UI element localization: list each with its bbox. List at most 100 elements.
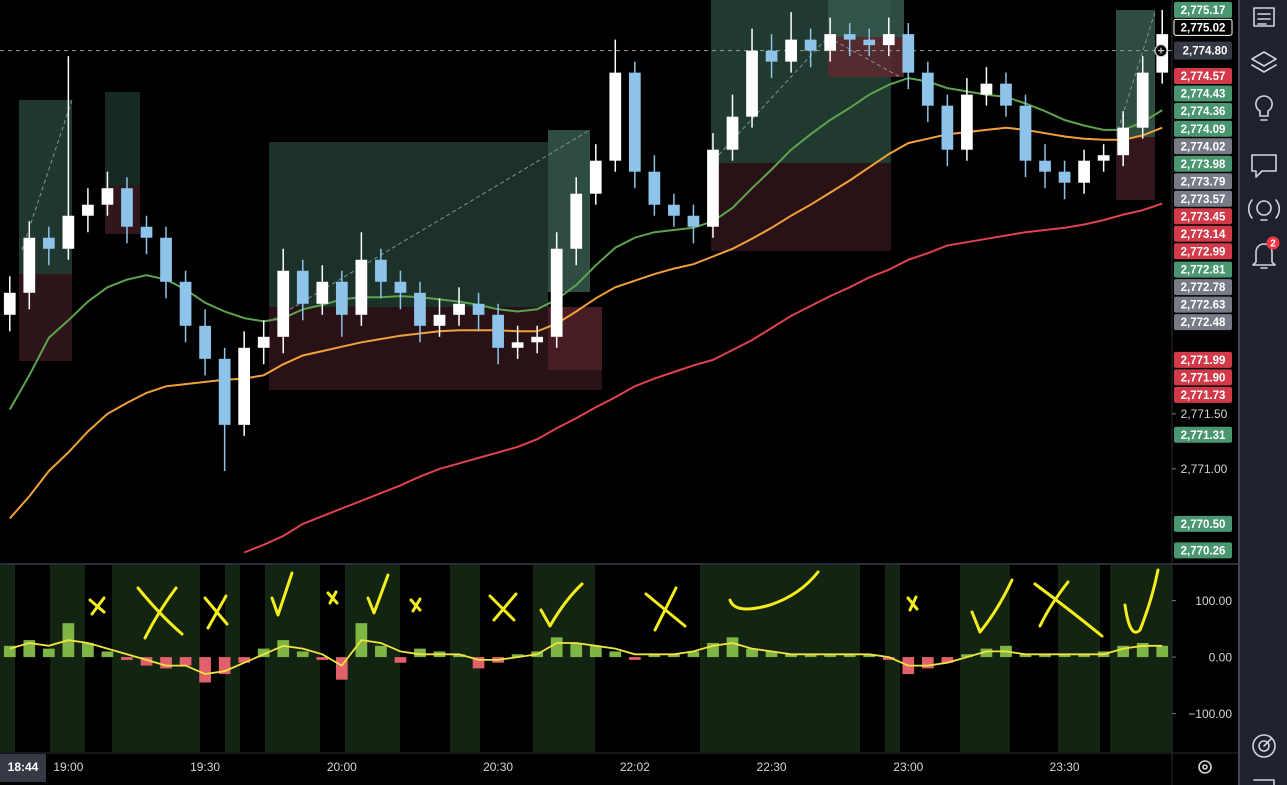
candle-body [42, 237, 55, 249]
candle-body [648, 171, 661, 205]
histogram-bar [140, 657, 153, 666]
price-tag [1174, 243, 1232, 260]
candle-body [394, 281, 407, 293]
time-label: 22:02 [620, 760, 650, 774]
check-mark [366, 573, 390, 615]
band [1110, 565, 1172, 752]
price-tag [1174, 426, 1232, 443]
price-tag [1174, 225, 1232, 242]
check-mark [1123, 568, 1160, 634]
candle-body [941, 105, 954, 150]
price-tag [1174, 102, 1232, 119]
candle-body [414, 292, 426, 326]
candle-body [257, 336, 270, 348]
histogram-bar [961, 654, 973, 658]
price-tag-label: 2,774.02 [1181, 141, 1226, 153]
price-tag-label: 2,774.57 [1181, 71, 1226, 83]
price-tag [1173, 18, 1233, 36]
price-tag-label: 2,772.81 [1181, 265, 1226, 277]
osc-tick-label: −100.00 [1188, 707, 1232, 721]
position-boxes [19, 0, 1156, 390]
time-label: 23:00 [893, 760, 923, 774]
candle-body [296, 270, 309, 304]
histogram-bar [980, 648, 993, 658]
time-label: 20:30 [483, 760, 513, 774]
more-icon[interactable] [1253, 779, 1275, 785]
histogram-bar [335, 657, 348, 680]
histogram-bar [23, 640, 36, 658]
histogram-bar [882, 657, 895, 660]
price-tag [1174, 120, 1232, 137]
chat-icon[interactable] [1251, 154, 1277, 178]
candle-body [980, 83, 993, 95]
candle-body [609, 72, 622, 161]
candle-body [726, 116, 739, 150]
price-pane [0, 9, 1172, 554]
moving-average [243, 202, 1163, 554]
price-tag-label: 2,773.98 [1181, 159, 1226, 171]
candle-body [668, 204, 680, 216]
streams-icon[interactable] [1247, 199, 1281, 221]
candle-body [785, 39, 797, 62]
alerts-badge-bg [1266, 236, 1280, 250]
price-tag [1174, 351, 1232, 368]
ideas-icon[interactable] [1255, 95, 1273, 121]
watchlist-icon[interactable] [1253, 7, 1275, 27]
price-tag [1174, 542, 1232, 559]
histogram-bar [726, 637, 739, 658]
candle-body [472, 303, 485, 315]
histogram-bar [3, 645, 16, 658]
profit-zone [828, 0, 904, 37]
histogram-bar [375, 645, 387, 658]
candle-body [62, 215, 75, 249]
cross-mark [203, 594, 229, 630]
price-tag [1174, 67, 1232, 84]
candle-body [902, 34, 915, 73]
price-tag-label: 2,773.14 [1181, 229, 1226, 241]
histogram-bar [941, 657, 954, 663]
histogram-bar [668, 654, 680, 658]
oscillator-background [0, 565, 1172, 752]
histogram-bar [394, 657, 407, 663]
price-tag-label: 2,772.78 [1181, 282, 1226, 294]
histogram-bar [218, 657, 231, 675]
candle-body [179, 281, 192, 326]
crosshair-label: 2,774.80 [1183, 46, 1228, 58]
handwritten-marks [88, 568, 1160, 640]
histogram-bar [921, 657, 934, 669]
price-tag-label: 2,771.90 [1181, 372, 1226, 384]
histogram-bar [1058, 654, 1071, 658]
histogram-bar [511, 654, 524, 658]
cross-mark [326, 590, 339, 605]
replay-icon[interactable] [1252, 734, 1276, 758]
histogram-bar [746, 648, 758, 658]
histogram-bar [1136, 642, 1149, 658]
candle-body [199, 325, 211, 359]
settings-icon-core [1202, 764, 1208, 770]
histogram-bar [1117, 645, 1130, 658]
histogram-bar [82, 642, 94, 658]
histogram-bar [628, 657, 641, 660]
histogram-bar [316, 657, 329, 660]
band [533, 565, 595, 752]
histogram-bar [1078, 654, 1090, 658]
candle-body [863, 39, 876, 46]
price-tag-label: 2,772.48 [1181, 317, 1226, 329]
candle-body [707, 149, 719, 227]
histogram-bar [609, 651, 622, 658]
sidebar-icons: 2 [1247, 7, 1281, 785]
candle-body [335, 281, 348, 315]
cross-mark [1033, 580, 1104, 638]
layers-icon[interactable] [1251, 51, 1277, 73]
settings-icon[interactable] [1198, 760, 1212, 774]
check-mark [270, 571, 294, 617]
profit-zone [105, 92, 140, 186]
check-mark [970, 578, 1014, 634]
price-tag-label: 2,770.50 [1181, 519, 1226, 531]
candle-body [824, 34, 837, 51]
candle-body [82, 204, 94, 216]
candle-body [23, 237, 36, 293]
price-tag [1174, 1, 1232, 18]
histogram-bar [238, 657, 251, 663]
